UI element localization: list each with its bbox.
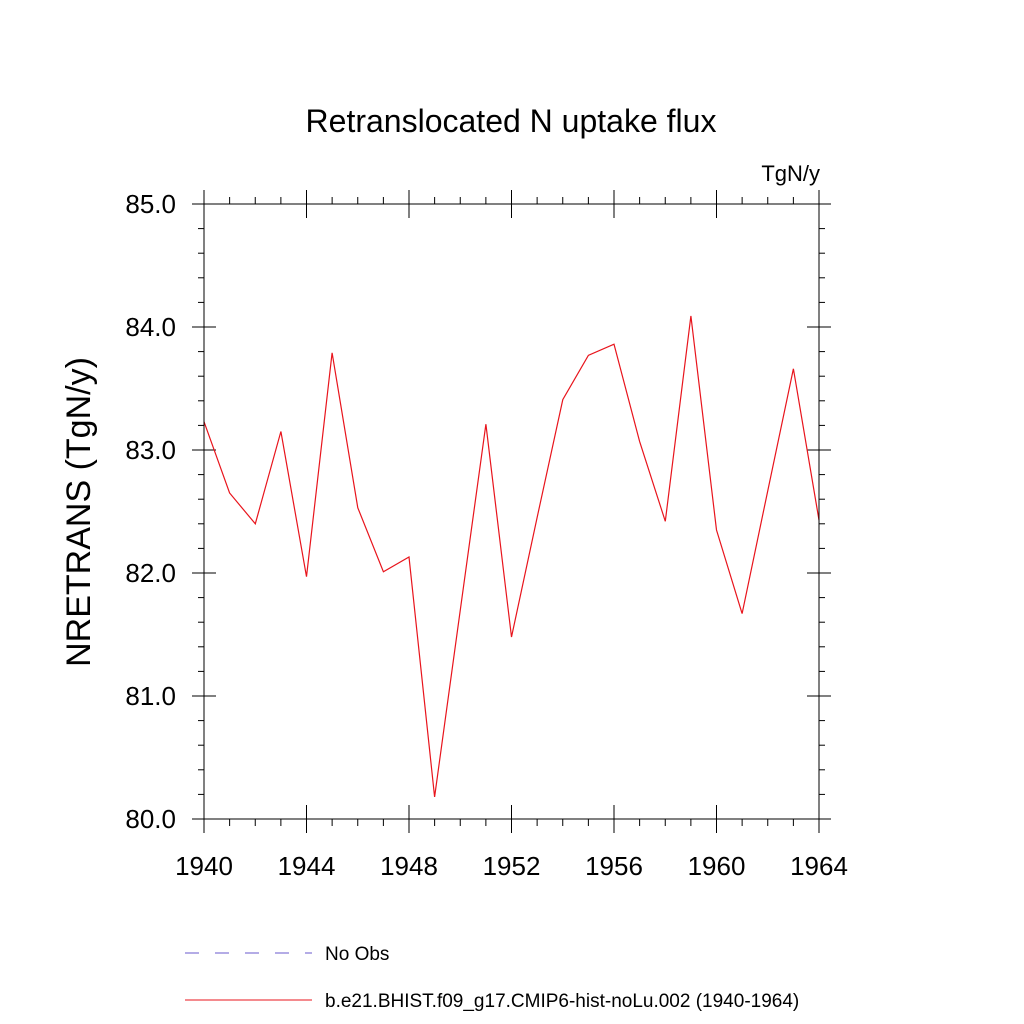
legend: No Obs b.e21.BHIST.f09_g17.CMIP6-hist-noL… [185,944,799,1012]
legend-label: No Obs [325,944,389,965]
y-axis-label: NRETRANS (TgN/y) [60,357,98,667]
y-tick-label: 85.0 [125,189,176,219]
x-tick-label: 1940 [175,851,233,881]
x-axis-ticks: 1940 1944 1948 1952 1956 1960 1964 [175,190,848,881]
x-tick-label: 1964 [790,851,848,881]
series-line [203,315,820,797]
legend-label: b.e21.BHIST.f09_g17.CMIP6-hist-noLu.002 … [325,991,799,1012]
x-tick-label: 1948 [380,851,438,881]
y-tick-label: 82.0 [125,558,176,588]
chart-title: Retranslocated N uptake flux [306,103,717,139]
y-tick-label: 83.0 [125,435,176,465]
y-tick-label: 80.0 [125,804,176,834]
plot-frame [203,203,820,820]
y-tick-label: 84.0 [125,312,176,342]
y-tick-label: 81.0 [125,681,176,711]
plot-series [203,315,820,797]
units-label: TgN/y [761,161,820,186]
x-tick-label: 1952 [483,851,541,881]
y-axis-ticks: 80.0 81.0 82.0 83.0 84.0 85.0 [125,189,831,834]
x-tick-label: 1944 [278,851,336,881]
x-tick-label: 1960 [688,851,746,881]
x-tick-label: 1956 [585,851,643,881]
